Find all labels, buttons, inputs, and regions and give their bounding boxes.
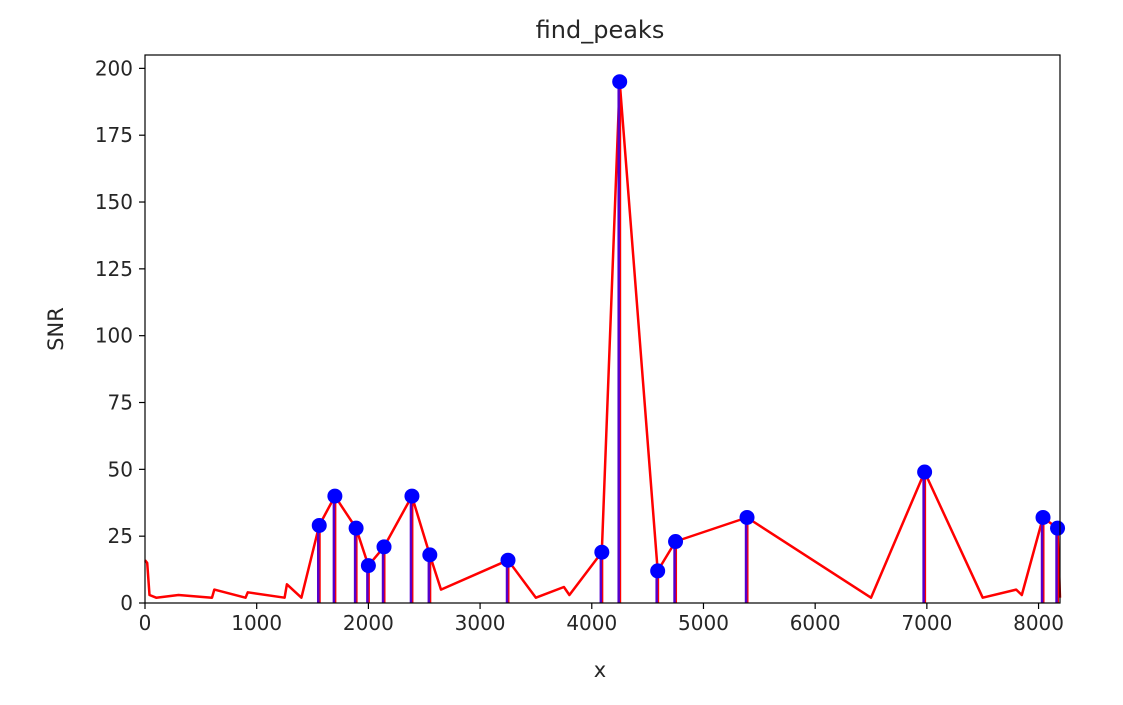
x-tick-label: 5000 <box>678 611 729 635</box>
x-tick-label: 6000 <box>790 611 841 635</box>
peak-marker <box>650 563 666 579</box>
plot-area <box>144 74 1066 603</box>
peak-marker <box>348 520 364 536</box>
chart-title: find_peaks <box>536 16 665 44</box>
peak-marker <box>360 558 376 574</box>
x-tick-label: 7000 <box>901 611 952 635</box>
x-tick-label: 0 <box>139 611 152 635</box>
y-tick-label: 100 <box>95 324 133 348</box>
y-axis-label: SNR <box>44 307 68 351</box>
x-axis: 0 1000 2000 3000 4000 5000 6000 7000 8000 <box>139 603 1064 635</box>
y-tick-label: 175 <box>95 123 133 147</box>
peak-marker <box>311 517 327 533</box>
y-axis: 0 25 50 75 100 125 150 175 200 <box>95 56 145 615</box>
y-tick-label: 50 <box>108 457 133 481</box>
axes-frame <box>144 54 1061 604</box>
peak-marker <box>1035 509 1051 525</box>
x-tick-label: 1000 <box>231 611 282 635</box>
y-tick-label: 0 <box>120 591 133 615</box>
peak-marker <box>739 509 755 525</box>
x-tick-label: 2000 <box>343 611 394 635</box>
y-tick-label: 150 <box>95 190 133 214</box>
x-tick-label: 4000 <box>566 611 617 635</box>
peak-marker <box>376 539 392 555</box>
peak-marker <box>594 544 610 560</box>
peak-marker <box>668 534 684 550</box>
x-axis-label: x <box>594 658 606 682</box>
y-tick-label: 25 <box>108 524 133 548</box>
y-tick-label: 125 <box>95 257 133 281</box>
y-tick-label: 75 <box>108 391 133 415</box>
peak-marker <box>327 488 343 504</box>
peak-marker <box>422 547 438 563</box>
y-tick-label: 200 <box>95 56 133 80</box>
x-tick-label: 3000 <box>455 611 506 635</box>
peak-marker <box>404 488 420 504</box>
peak-marker <box>612 74 628 90</box>
peak-marker <box>917 464 933 480</box>
peak-marker <box>1050 520 1066 536</box>
x-tick-label: 8000 <box>1013 611 1064 635</box>
peak-marker <box>500 552 516 568</box>
